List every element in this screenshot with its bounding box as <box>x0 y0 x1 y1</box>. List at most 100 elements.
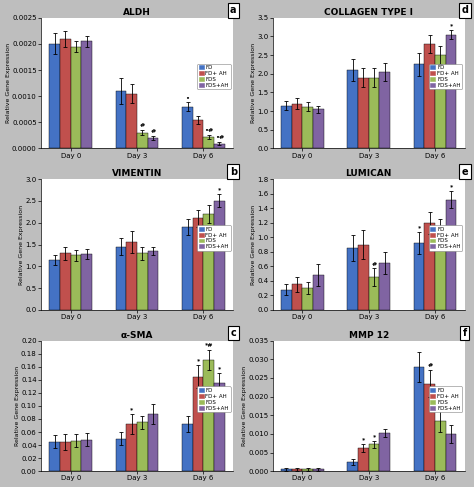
Bar <box>425 223 435 310</box>
Bar <box>203 214 214 310</box>
Bar <box>313 275 324 310</box>
Bar <box>302 107 313 149</box>
Bar <box>203 137 214 149</box>
Bar <box>182 107 193 149</box>
Bar <box>127 243 137 310</box>
Bar <box>193 218 203 310</box>
Bar <box>414 367 425 471</box>
Bar <box>60 38 71 149</box>
Bar <box>369 277 379 310</box>
Bar <box>71 441 82 471</box>
Bar <box>49 44 60 149</box>
Bar <box>358 244 369 310</box>
Bar <box>379 433 390 471</box>
Legend: FD, FD+ AH, FDS, FDS+AH: FD, FD+ AH, FDS, FDS+AH <box>197 64 230 90</box>
Text: *: * <box>418 225 421 230</box>
Bar <box>71 255 82 310</box>
Text: •#: •# <box>204 128 213 133</box>
Bar <box>82 440 92 471</box>
Text: e: e <box>462 167 468 177</box>
Bar <box>214 383 225 471</box>
Bar <box>116 439 127 471</box>
Text: *: * <box>362 437 365 442</box>
Title: α-SMA: α-SMA <box>121 331 153 340</box>
Bar <box>82 41 92 149</box>
Y-axis label: Relative Gene Expression: Relative Gene Expression <box>251 43 255 123</box>
Bar <box>347 248 358 310</box>
Bar <box>137 422 148 471</box>
Y-axis label: Relative Gene Expression: Relative Gene Expression <box>242 366 246 446</box>
Bar <box>116 247 127 310</box>
Bar <box>137 253 148 310</box>
Text: #: # <box>140 123 145 128</box>
Bar <box>292 469 302 471</box>
Bar <box>425 384 435 471</box>
Text: #: # <box>372 262 377 266</box>
Text: d: d <box>462 5 468 15</box>
Bar <box>127 94 137 149</box>
Bar <box>116 91 127 149</box>
Bar <box>446 35 456 149</box>
Bar <box>137 133 148 149</box>
Y-axis label: Relative Gene Expression: Relative Gene Expression <box>19 205 24 284</box>
Bar <box>281 106 292 149</box>
Bar <box>435 55 446 149</box>
Text: #: # <box>438 403 443 408</box>
Text: *: * <box>197 358 200 363</box>
Bar <box>148 138 158 149</box>
Bar <box>369 445 379 471</box>
Bar <box>302 288 313 310</box>
Title: COLLAGEN TYPE I: COLLAGEN TYPE I <box>324 8 413 17</box>
Text: •: • <box>185 95 190 100</box>
Bar <box>358 77 369 149</box>
Bar <box>313 109 324 149</box>
Legend: FD, FD+ AH, FDS, FDS+AH: FD, FD+ AH, FDS, FDS+AH <box>197 225 230 251</box>
Text: #: # <box>150 129 155 134</box>
Bar <box>281 290 292 310</box>
Bar <box>435 421 446 471</box>
Bar <box>148 251 158 310</box>
Legend: FD, FD+ AH, FDS, FDS+AH: FD, FD+ AH, FDS, FDS+AH <box>428 387 462 412</box>
Bar <box>214 201 225 310</box>
Text: *: * <box>218 366 221 371</box>
Text: #: # <box>427 363 432 369</box>
Y-axis label: Relative Gene Expression: Relative Gene Expression <box>251 205 255 284</box>
Legend: FD, FD+ AH, FDS, FDS+AH: FD, FD+ AH, FDS, FDS+AH <box>428 64 462 90</box>
Bar <box>446 434 456 471</box>
Y-axis label: Relative Gene Expression: Relative Gene Expression <box>15 366 19 446</box>
Text: *: * <box>449 184 453 189</box>
Bar <box>214 144 225 149</box>
Legend: FD, FD+ AH, FDS, FDS+AH: FD, FD+ AH, FDS, FDS+AH <box>428 225 462 251</box>
Bar <box>292 104 302 149</box>
Bar <box>148 414 158 471</box>
Legend: FD, FD+ AH, FDS, FDS+AH: FD, FD+ AH, FDS, FDS+AH <box>197 387 230 412</box>
Bar <box>446 200 456 310</box>
Title: LUMICAN: LUMICAN <box>346 169 392 178</box>
Text: •#: •# <box>215 135 224 140</box>
Bar <box>379 262 390 310</box>
Bar <box>182 424 193 471</box>
Text: *: * <box>218 187 221 192</box>
Text: *: * <box>449 23 453 28</box>
Bar <box>347 70 358 149</box>
Bar <box>302 469 313 471</box>
Bar <box>425 44 435 149</box>
Bar <box>292 284 302 310</box>
Text: *: * <box>373 434 376 439</box>
Text: c: c <box>230 328 236 338</box>
Bar <box>203 360 214 471</box>
Bar <box>369 77 379 149</box>
Bar <box>49 442 60 471</box>
Bar <box>358 448 369 471</box>
Bar <box>379 72 390 149</box>
Bar <box>347 462 358 471</box>
Bar <box>414 243 425 310</box>
Bar <box>313 469 324 471</box>
Text: *: * <box>130 408 133 412</box>
Bar <box>193 376 203 471</box>
Bar <box>60 442 71 471</box>
Text: b: b <box>230 167 237 177</box>
Text: a: a <box>230 5 237 15</box>
Bar <box>60 253 71 310</box>
Bar <box>49 260 60 310</box>
